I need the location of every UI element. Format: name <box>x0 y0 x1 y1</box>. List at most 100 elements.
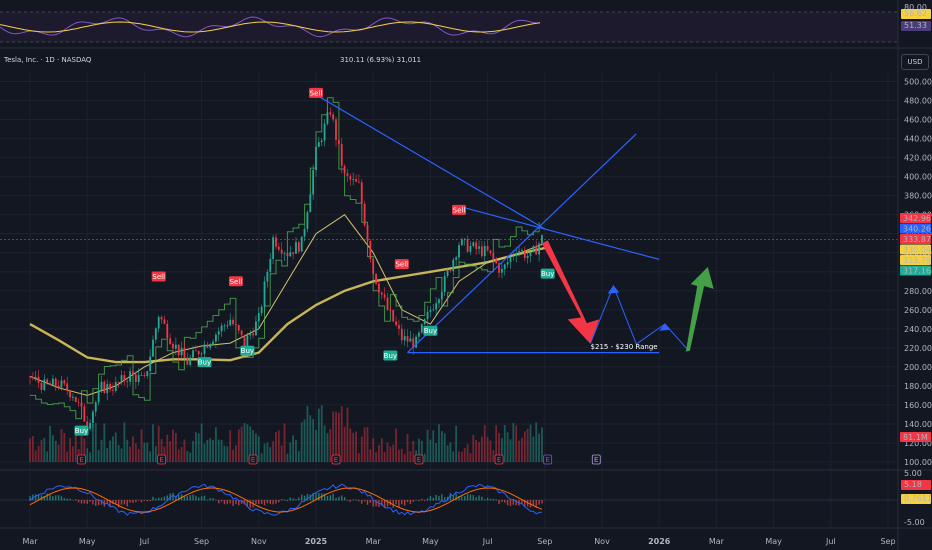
macd-value-label: 0.7611 <box>904 494 932 503</box>
macd-histogram-bar <box>183 495 186 501</box>
volume-bar <box>217 439 220 462</box>
candle-body <box>295 242 297 254</box>
candle-body <box>529 251 532 256</box>
candle-body <box>415 336 417 348</box>
sell-signal-label: Sell <box>395 261 408 269</box>
earnings-marker[interactable] <box>77 454 86 465</box>
trendline[interactable] <box>407 133 637 354</box>
candle-body <box>189 357 192 365</box>
candle-body <box>106 384 109 393</box>
price-axis[interactable]: 500.00 480.00 460.00 440.00 420.00 400.00 380.… <box>897 0 932 550</box>
candle-body <box>149 356 152 372</box>
volume-bar <box>57 444 60 462</box>
earnings-marker[interactable] <box>494 454 504 465</box>
volume-bar <box>89 452 91 462</box>
price-label-text: 333.87 <box>903 235 931 244</box>
candle-body <box>326 112 329 124</box>
projection-arrows[interactable] <box>541 240 714 352</box>
macd-histogram-bar <box>212 498 214 501</box>
time-tick-label: Jul <box>139 537 150 546</box>
candle-body <box>363 203 366 226</box>
volume-bar <box>297 451 300 462</box>
time-tick-label: Mar <box>366 537 382 546</box>
volume-bar <box>489 440 492 462</box>
volume-bar <box>466 444 469 462</box>
candle-body <box>51 378 54 385</box>
macd-histogram-bar <box>220 500 223 502</box>
volume-bar <box>215 427 217 462</box>
macd-histogram-bar <box>158 497 160 501</box>
buy-signal-badge <box>383 350 398 361</box>
price-label-badge <box>900 223 931 234</box>
currency-button[interactable]: USD <box>901 54 929 70</box>
volume-bar <box>337 412 340 462</box>
volume-bar <box>312 418 315 462</box>
macd-histogram-bar <box>329 495 331 501</box>
candle-body <box>472 242 475 246</box>
candle-body <box>249 333 252 336</box>
candle-body <box>541 235 543 244</box>
macd-histogram-bar <box>538 500 540 505</box>
projection-zigzag[interactable] <box>590 284 689 351</box>
earnings-marker[interactable] <box>591 454 601 465</box>
candle-body <box>412 338 415 348</box>
macd-histogram-bar <box>232 500 234 507</box>
macd-histogram-bar <box>498 500 500 504</box>
macd-histogram-bar <box>318 492 320 501</box>
macd-value-badge <box>901 480 931 490</box>
candle-body <box>315 146 317 171</box>
candle-body <box>243 334 246 346</box>
macd-histogram-bar <box>77 500 80 503</box>
macd-histogram-bar <box>495 499 497 501</box>
volume-bar <box>74 432 77 462</box>
earnings-marker[interactable] <box>248 454 258 465</box>
candle-body <box>337 140 340 145</box>
candle-body <box>389 309 392 311</box>
volume-bar <box>532 436 535 462</box>
candle-body <box>503 264 506 269</box>
candle-body <box>521 250 523 252</box>
earnings-marker[interactable] <box>543 454 553 465</box>
earnings-marker[interactable] <box>331 454 341 465</box>
candle-body <box>200 353 203 355</box>
earnings-marker-label: E <box>79 456 83 464</box>
rsi-value-label: 51.33 <box>904 21 927 30</box>
macd-histogram-bar <box>478 495 480 501</box>
volume-bar <box>186 451 189 462</box>
time-tick-label: Sep <box>537 537 552 546</box>
price-tick-label: 440.00 <box>904 135 932 144</box>
volume-bar <box>538 433 540 462</box>
macd-histogram-bar <box>186 496 188 501</box>
macd-histogram-bar <box>249 500 251 508</box>
volume-bar <box>317 408 320 462</box>
time-tick-label: Sep <box>880 537 895 546</box>
candle-body <box>355 179 357 182</box>
rsi-value-badge <box>901 21 931 31</box>
sell-signal-badge <box>452 204 466 215</box>
volume-bar <box>329 429 332 462</box>
candle-body <box>518 251 520 254</box>
sell-signal-badge <box>309 87 323 98</box>
trendlines[interactable] <box>315 94 660 354</box>
earnings-marker-label: E <box>417 456 421 464</box>
volume-bar <box>177 449 180 462</box>
candle-body <box>409 338 412 342</box>
time-axis[interactable]: Mar May Jul Sep Nov 2025 Mar May Jul Sep Nov 2026 Ma… <box>22 537 895 546</box>
macd-histogram-bar <box>37 494 40 501</box>
trendline[interactable] <box>315 94 546 230</box>
volume-bar <box>512 423 515 462</box>
earnings-marker[interactable] <box>414 454 424 465</box>
earnings-marker[interactable] <box>157 454 166 465</box>
macd-histogram-bar <box>455 493 457 501</box>
candle-body <box>317 142 320 147</box>
volume-bar <box>29 438 31 462</box>
macd-histogram-bar <box>166 495 168 501</box>
macd-histogram-bar <box>412 500 414 502</box>
buy-signal-badge <box>197 357 212 368</box>
trendline[interactable] <box>461 206 660 260</box>
candle-body <box>237 325 240 331</box>
candle-body <box>429 310 432 312</box>
candle-body <box>446 270 449 276</box>
